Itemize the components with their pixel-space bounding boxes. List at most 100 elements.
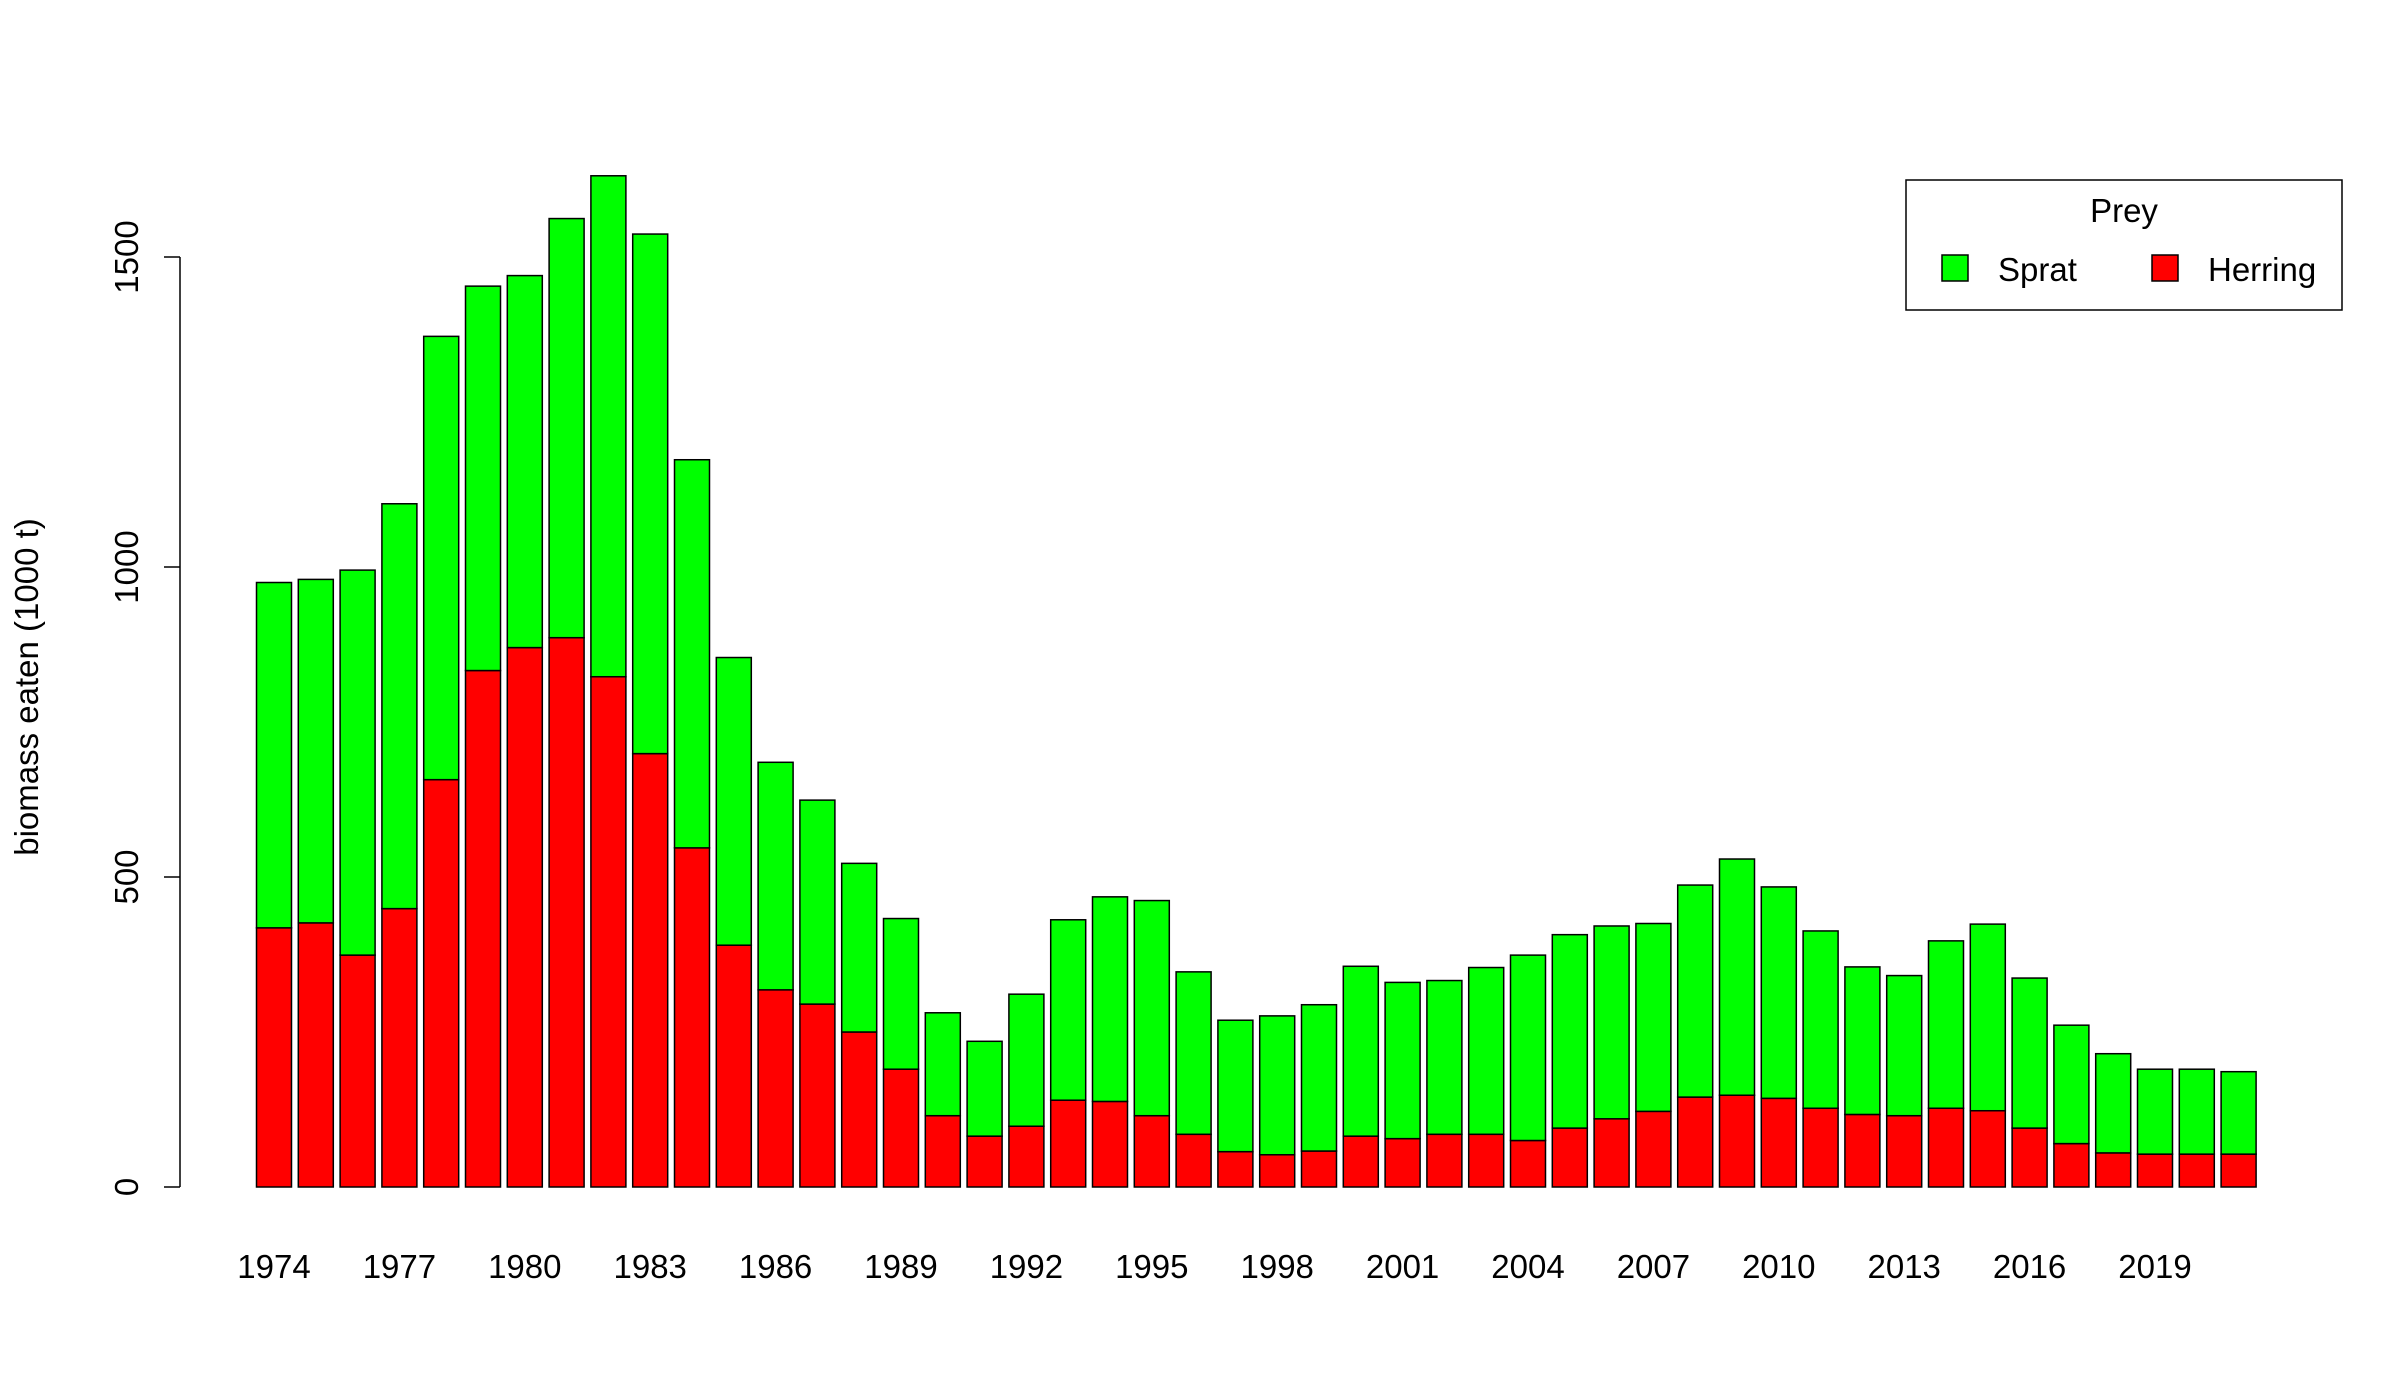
bar-1994 <box>1091 896 1129 1188</box>
bar-1974 <box>255 581 293 1188</box>
bar-sprat-2019 <box>2136 1068 2174 1155</box>
bar-herring-2009 <box>1718 1094 1756 1188</box>
x-tick-label: 1983 <box>613 1248 686 1285</box>
bar-2014 <box>1927 940 1965 1188</box>
bar-1992 <box>1008 993 1045 1188</box>
bar-sprat-2011 <box>1802 930 1839 1110</box>
bar-herring-2014 <box>1927 1107 1965 1188</box>
bar-sprat-2008 <box>1676 884 1714 1098</box>
bar-herring-1983 <box>631 752 669 1188</box>
bar-herring-1975 <box>297 922 335 1188</box>
bar-sprat-1985 <box>715 656 753 946</box>
bar-herring-2017 <box>2053 1142 2090 1188</box>
bar-1997 <box>1217 1019 1254 1188</box>
bar-herring-1992 <box>1008 1125 1045 1188</box>
bar-herring-1981 <box>548 636 585 1188</box>
x-tick-label: 1977 <box>363 1248 436 1285</box>
bar-sprat-1982 <box>590 175 627 678</box>
bar-2012 <box>1844 966 1881 1188</box>
bar-sprat-2012 <box>1844 966 1881 1116</box>
bar-2021 <box>2220 1070 2257 1188</box>
bar-sprat-2002 <box>1426 979 1463 1136</box>
bar-1999 <box>1300 1003 1338 1188</box>
bar-sprat-1993 <box>1049 919 1087 1101</box>
legend-title: Prey <box>2090 192 2158 229</box>
bar-2016 <box>2011 977 2048 1188</box>
x-tick-label: 1986 <box>739 1248 812 1285</box>
bar-sprat-2000 <box>1342 965 1380 1137</box>
bar-sprat-2021 <box>2220 1070 2257 1155</box>
x-tick-label: 2004 <box>1491 1248 1564 1285</box>
bar-herring-2008 <box>1676 1096 1714 1188</box>
bar-sprat-1979 <box>464 285 502 672</box>
bar-sprat-1983 <box>631 233 669 755</box>
y-axis-title: biomass eaten (1000 t) <box>8 518 45 856</box>
bar-sprat-2018 <box>2094 1052 2132 1154</box>
bar-1995 <box>1133 899 1171 1188</box>
bar-2020 <box>2178 1068 2216 1188</box>
y-tick-label: 500 <box>108 849 145 904</box>
x-tick-label: 1974 <box>237 1248 310 1285</box>
bar-sprat-1987 <box>799 799 836 1005</box>
bar-1978 <box>422 335 460 1188</box>
x-tick-label: 2016 <box>1993 1248 2066 1285</box>
bar-sprat-2013 <box>1885 974 1923 1117</box>
x-tick-label: 2019 <box>2118 1248 2191 1285</box>
bar-1986 <box>757 761 794 1188</box>
bar-1984 <box>673 458 711 1188</box>
bar-herring-2006 <box>1593 1118 1630 1188</box>
bars <box>255 175 2257 1188</box>
bar-1991 <box>966 1040 1003 1188</box>
bar-herring-2021 <box>2220 1153 2257 1188</box>
bar-herring-1979 <box>464 669 502 1188</box>
bar-2006 <box>1593 925 1630 1188</box>
legend-box <box>1905 179 2343 311</box>
bar-sprat-2006 <box>1593 925 1630 1120</box>
bar-1975 <box>297 578 335 1188</box>
bar-herring-2016 <box>2011 1127 2048 1188</box>
bar-herring-2019 <box>2136 1153 2174 1188</box>
bar-sprat-1995 <box>1133 899 1171 1117</box>
bar-sprat-1984 <box>673 458 711 849</box>
bar-sprat-1996 <box>1175 971 1212 1136</box>
bar-herring-1998 <box>1258 1154 1296 1188</box>
bar-1977 <box>381 503 418 1188</box>
bar-sprat-2015 <box>1969 923 2007 1112</box>
y-axis: 0 500 1000 1500 <box>108 220 181 1196</box>
legend-label-sprat: Sprat <box>1998 251 2077 288</box>
bar-2017 <box>2053 1024 2090 1188</box>
x-tick-label: 2007 <box>1617 1248 1690 1285</box>
bar-2004 <box>1509 954 1547 1188</box>
bar-2001 <box>1384 981 1421 1188</box>
bar-herring-2020 <box>2178 1153 2216 1188</box>
bar-herring-1977 <box>381 907 418 1188</box>
bar-1987 <box>799 799 836 1188</box>
legend-swatch-sprat <box>1941 254 1969 282</box>
bar-sprat-2004 <box>1509 954 1547 1142</box>
bar-herring-1994 <box>1091 1100 1129 1188</box>
bar-sprat-2005 <box>1551 933 1589 1129</box>
bar-herring-2007 <box>1635 1110 1672 1188</box>
bar-sprat-1974 <box>255 581 293 929</box>
bar-1985 <box>715 656 753 1188</box>
bar-1979 <box>464 285 502 1188</box>
x-axis: 1974 1977 1980 1983 1986 1989 1992 1995 1998 2001… <box>237 1248 2191 1285</box>
bar-herring-1990 <box>924 1114 962 1188</box>
legend-label-herring: Herring <box>2208 251 2316 288</box>
bar-1988 <box>840 862 878 1188</box>
bar-sprat-1975 <box>297 578 335 924</box>
bar-1989 <box>882 917 920 1188</box>
bar-sprat-2007 <box>1635 922 1672 1113</box>
bar-herring-1980 <box>506 646 544 1188</box>
bar-sprat-1976 <box>339 569 376 956</box>
x-tick-label: 1989 <box>864 1248 937 1285</box>
bar-1998 <box>1258 1015 1296 1188</box>
bar-herring-1997 <box>1217 1150 1254 1188</box>
bar-sprat-1992 <box>1008 993 1045 1127</box>
bar-herring-2010 <box>1760 1097 1798 1188</box>
bar-herring-2012 <box>1844 1113 1881 1188</box>
bar-sprat-2001 <box>1384 981 1421 1140</box>
bar-2008 <box>1676 884 1714 1188</box>
bar-herring-1991 <box>966 1135 1003 1188</box>
